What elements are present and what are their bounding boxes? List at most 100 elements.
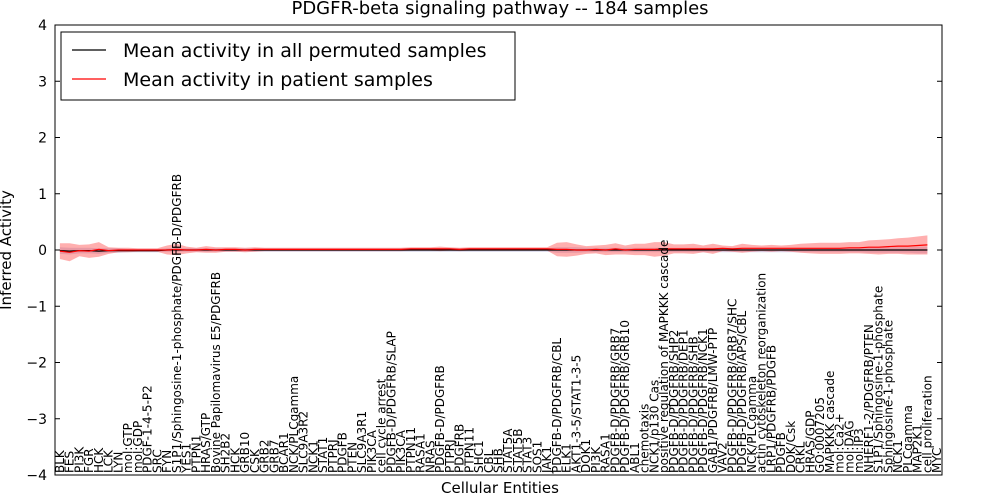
y-tick-label: −4 xyxy=(26,468,47,484)
category-label: FYN xyxy=(160,450,174,473)
category-label: HCK xyxy=(228,447,242,473)
category-label: PTPN1 xyxy=(189,435,203,473)
category-label: SOS1 xyxy=(531,441,545,473)
category-label: NCK/PLCgamma xyxy=(745,376,759,473)
category-label: HRAS/GTP xyxy=(199,413,213,473)
category-label: SHB xyxy=(492,448,506,473)
y-tick-label: −3 xyxy=(26,412,47,428)
y-tick-label: −2 xyxy=(26,356,47,372)
category-label: DOK/Csk xyxy=(784,421,798,473)
category-label: PIK3CA xyxy=(365,429,379,473)
category-label: ELK1 xyxy=(560,443,574,473)
category-label: SHC1 xyxy=(472,440,486,473)
category-label: cell proliferation xyxy=(920,375,934,473)
category-label: NCK/PLCgamma xyxy=(287,376,301,473)
category-label: NCK1/p130 Cas xyxy=(648,380,662,473)
category-label: SRC xyxy=(150,449,164,473)
category-label: BLK xyxy=(53,449,67,473)
category-label: CRKL xyxy=(794,441,808,473)
category-label: mol:GDP xyxy=(131,421,145,473)
category-label: VAV2 xyxy=(716,442,730,473)
y-tick-label: −1 xyxy=(26,299,47,315)
category-label: STAT1 xyxy=(316,437,330,473)
category-label: GRB2 xyxy=(258,439,272,473)
category-label: PI3K xyxy=(589,446,603,473)
legend-label-patient: Mean activity in patient samples xyxy=(123,69,433,91)
category-label: PTEN xyxy=(345,442,359,473)
category-label: NCK1 xyxy=(891,440,905,473)
category-label: PDGFB-D/PDGFRB/APS/CBL xyxy=(735,310,749,473)
category-label: PTPRJ xyxy=(443,439,457,473)
legend: Mean activity in all permuted samples Me… xyxy=(60,31,516,101)
legend-box xyxy=(60,31,516,101)
category-label: BCAR1 xyxy=(277,432,291,473)
category-label: PDGFB-D/PDGFRB xyxy=(433,365,447,473)
category-label: LRP1/PDGFRB/PDGFB xyxy=(764,345,778,473)
category-label: actin cytoskeleton reorganization xyxy=(755,273,769,473)
category-label: mol:DAG xyxy=(842,420,856,473)
category-label: PDGFB xyxy=(774,432,788,473)
category-label: PDGFB-D/PDGFRB/GRB7/SHC xyxy=(725,299,739,473)
category-label: PDGFB-D/PDGFRB/SHB xyxy=(686,336,700,473)
category-label: GRB10 xyxy=(238,432,252,473)
category-label: LCK xyxy=(102,449,116,473)
y-axis-title: Inferred Activity xyxy=(0,190,15,310)
category-label: ABL1 xyxy=(628,442,642,473)
chart-title: PDGFR-beta signaling pathway -- 184 samp… xyxy=(291,0,708,19)
plot-layer xyxy=(59,235,928,262)
category-label: GRB7 xyxy=(267,439,281,473)
x-axis-category-labels: BLKFESPI3KFGRHCKLCKLYNmol:GTPmol:GDPPDGF… xyxy=(53,174,944,474)
category-label: chemotaxis xyxy=(638,404,652,473)
category-label: PTPN11 xyxy=(462,427,476,473)
category-label: RASA1 xyxy=(414,433,428,473)
category-label: LYN xyxy=(111,452,125,473)
legend-label-permuted: Mean activity in all permuted samples xyxy=(123,40,486,62)
category-label: RASA1 xyxy=(599,433,613,473)
category-label: SLC9A3R2 xyxy=(297,411,311,473)
category-label: STAT5B xyxy=(511,429,525,474)
category-label: FES xyxy=(63,451,77,473)
series-line-1 xyxy=(59,244,928,253)
category-label: JAK1 xyxy=(540,446,554,474)
category-label: STAT5A xyxy=(501,428,515,473)
category-label: mol:Ca2+ xyxy=(833,413,847,473)
category-label: GO:0007205 xyxy=(813,397,827,473)
category-label: NHERF1-2/PDGFRB/PTEN xyxy=(862,324,876,473)
category-label: positive regulation of MAPKKK cascade xyxy=(657,240,671,473)
category-label: PDGFB-D/PDGFRB/DEP1 xyxy=(677,329,691,473)
category-label: MAPKKK cascade xyxy=(823,371,837,473)
category-label: STAT3 xyxy=(521,437,535,473)
category-label: PDGFB-D/PDGFRB/CBL xyxy=(550,338,564,473)
category-label: PDGFB-D/PDGFRB/SLAP xyxy=(384,331,398,473)
category-label: CBL xyxy=(482,449,496,473)
category-label: MYC xyxy=(930,448,944,473)
category-label: NCK1 xyxy=(306,440,320,473)
y-tick-label: 0 xyxy=(38,243,47,259)
y-tick-label: 1 xyxy=(38,187,47,203)
category-label: PDGFRB xyxy=(453,424,467,473)
category-label: PI3K xyxy=(72,446,86,473)
category-label: SH2B2 xyxy=(219,433,233,473)
category-label: mol:GTP xyxy=(121,423,135,473)
category-label: mol:IP3 xyxy=(852,428,866,473)
category-label: AKT1-3-5/STAT1-3-5 xyxy=(570,355,584,473)
category-label: PDGF-1-4-5-P2 xyxy=(141,385,155,473)
category-label: PDGFB xyxy=(336,432,350,473)
category-label: FGR xyxy=(82,448,96,473)
x-axis-title: Cellular Entities xyxy=(441,479,559,497)
category-label: Bovine Papilomavirus E5/PDGFRB xyxy=(209,272,223,473)
category-label: YES1 xyxy=(180,443,194,474)
category-label: PTPRJ xyxy=(326,439,340,473)
category-label: SLC9A3R1 xyxy=(355,411,369,473)
category-label: S1P1/Sphingosine-1-phosphate xyxy=(872,286,886,473)
category-label: HCK xyxy=(92,447,106,473)
category-label: PDGFB-D/PDGFRB/SHP2 xyxy=(667,330,681,473)
category-label: PIK3CA xyxy=(394,429,408,473)
y-tick-label: 4 xyxy=(38,18,47,34)
y-tick-label: 3 xyxy=(38,74,47,90)
category-label: Sphingosine-1-phosphate xyxy=(881,320,895,473)
category-label: PDGFB-D/PDGFRB/NCK1 xyxy=(696,328,710,473)
category-label: MAP2K1 xyxy=(911,424,925,473)
category-label: HRAS/GDP xyxy=(803,410,817,473)
